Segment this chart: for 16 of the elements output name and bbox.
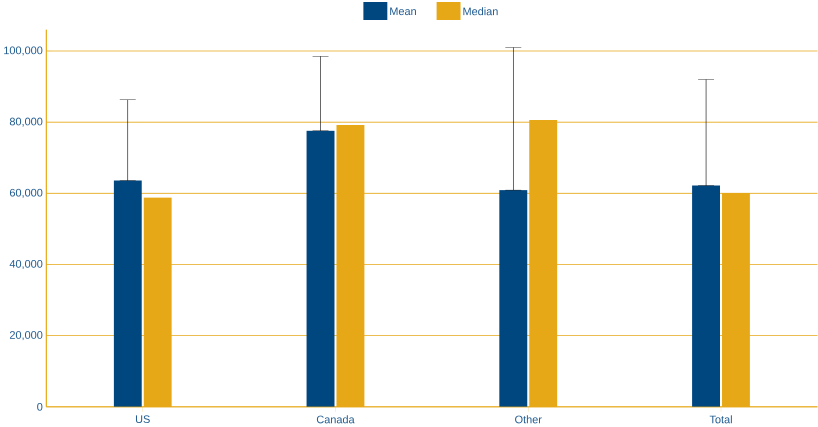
x-tick-label: Canada xyxy=(316,415,355,424)
bar xyxy=(499,190,528,407)
y-tick-label: 100,000 xyxy=(4,46,42,56)
y-tick-label: 40,000 xyxy=(10,260,42,270)
bar xyxy=(114,180,142,407)
y-tick-label: 80,000 xyxy=(10,118,42,127)
x-tick-label: Other xyxy=(515,415,542,424)
legend-label: Mean xyxy=(390,8,416,16)
x-tick-label: US xyxy=(136,415,150,424)
bar xyxy=(692,186,720,407)
y-tick-label: 0 xyxy=(37,403,42,411)
x-tick-label: Total xyxy=(710,415,732,424)
bar xyxy=(306,130,334,407)
y-tick-label: 60,000 xyxy=(10,189,42,198)
legend-label: Median xyxy=(463,7,498,16)
y-tick-label: 20,000 xyxy=(10,331,42,340)
